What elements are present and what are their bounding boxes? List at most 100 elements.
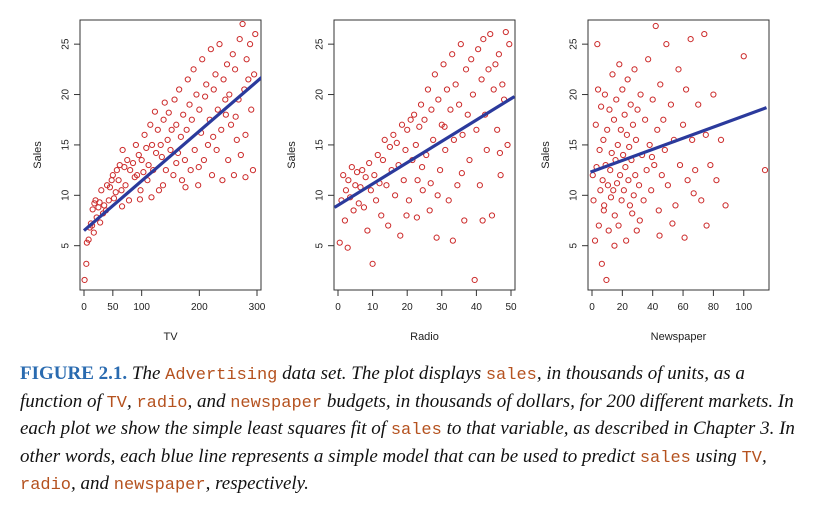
y-tick-label: 10 [569, 189, 580, 201]
caption-text: , in thousands of units, as a function o… [20, 363, 745, 412]
data-point [187, 167, 194, 174]
x-tick-label: 100 [735, 302, 752, 313]
y-axis-label: Sales [540, 141, 552, 169]
data-point [95, 204, 102, 211]
least-squares-fit-line [334, 95, 515, 209]
x-tick-label: 20 [402, 302, 414, 313]
data-point [148, 141, 156, 149]
x-tick-label: 50 [505, 302, 517, 313]
x-tick-label: 300 [249, 302, 266, 313]
data-point [369, 260, 376, 267]
data-point [180, 111, 187, 118]
data-point [434, 192, 441, 199]
data-point [372, 197, 380, 204]
data-point [125, 197, 133, 204]
caption-code: sales [485, 366, 537, 385]
data-point [359, 167, 366, 174]
data-point [81, 276, 88, 284]
data-point [634, 106, 641, 113]
data-point [619, 86, 626, 93]
data-point [598, 260, 605, 267]
data-point [447, 106, 454, 113]
data-point [483, 146, 490, 154]
data-point [378, 212, 385, 219]
data-point [97, 219, 104, 226]
data-point [466, 156, 473, 164]
data-point [138, 156, 145, 164]
data-point [626, 202, 634, 209]
data-point [667, 101, 675, 108]
data-point [178, 177, 186, 184]
data-point [381, 136, 388, 143]
data-point [391, 192, 399, 199]
caption-text: , [126, 390, 137, 412]
data-point [248, 106, 255, 113]
data-point [594, 41, 601, 48]
data-point [121, 163, 128, 171]
data-point [210, 86, 217, 93]
data-point [604, 182, 612, 189]
data-point [502, 28, 509, 36]
data-point [167, 146, 174, 154]
data-point [350, 207, 357, 214]
data-point [233, 136, 240, 143]
data-point [216, 41, 223, 48]
data-point [606, 106, 613, 113]
data-point [127, 167, 134, 174]
data-point [383, 182, 390, 189]
y-tick-label: 15 [61, 139, 72, 151]
data-point [608, 149, 615, 157]
data-point [158, 153, 165, 161]
data-point [658, 172, 665, 179]
caption-code: radio [20, 476, 72, 495]
data-point [362, 174, 369, 181]
data-point [416, 123, 423, 130]
data-point [385, 222, 392, 229]
data-point [411, 111, 418, 118]
data-point [443, 86, 451, 93]
data-point [630, 192, 637, 199]
data-point [196, 106, 203, 113]
data-point [464, 111, 471, 118]
data-point [624, 76, 631, 83]
data-layer [334, 28, 515, 284]
data-point [648, 153, 656, 161]
data-point [614, 141, 621, 149]
data-point [177, 133, 184, 140]
data-point [610, 116, 618, 123]
data-point [413, 214, 420, 221]
data-point [698, 197, 705, 204]
data-point [642, 116, 649, 123]
scatter-panel-tv: 0 50 100 200 300 5 10 15 20 25 TV Sales [32, 19, 266, 343]
data-point [212, 71, 219, 78]
caption-text: using [690, 445, 742, 467]
data-point [148, 194, 155, 201]
caption-text: , and [187, 390, 231, 412]
data-point [499, 81, 506, 88]
data-point [682, 86, 690, 93]
data-point [632, 172, 639, 179]
data-point [364, 227, 371, 234]
data-point [220, 76, 227, 83]
data-point [616, 61, 623, 68]
data-point [600, 136, 607, 143]
data-point [226, 91, 233, 98]
x-tick-label: 0 [335, 302, 341, 313]
y-tick-label: 20 [61, 89, 72, 101]
y-tick-label: 10 [61, 189, 72, 201]
data-point [168, 126, 175, 133]
data-point [601, 91, 608, 98]
data-point [618, 197, 625, 204]
data-point [430, 136, 437, 143]
data-point [632, 136, 640, 143]
y-axis-label: Sales [32, 141, 44, 169]
data-point [626, 143, 633, 151]
data-point [645, 56, 652, 63]
data-point [717, 136, 725, 143]
y-axis-label: Sales [286, 141, 298, 169]
data-point [607, 167, 614, 174]
data-point [353, 169, 361, 176]
data-point [348, 163, 355, 171]
data-point [170, 172, 177, 179]
data-point [657, 81, 664, 88]
